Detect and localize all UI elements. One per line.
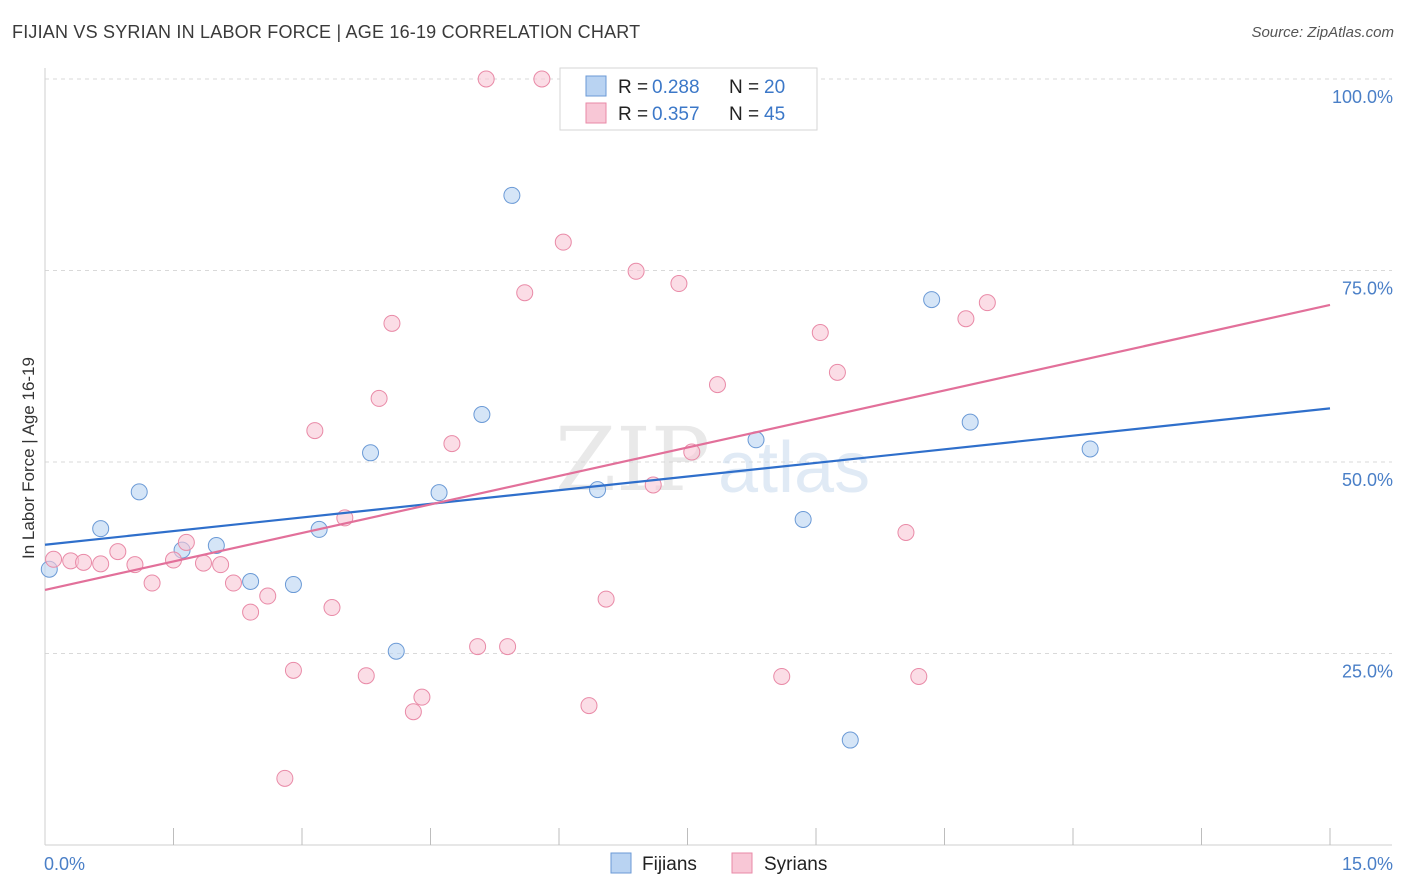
legend-n-value-syrians: 45 <box>764 104 785 125</box>
syrian-point <box>910 667 928 685</box>
syrian-point <box>499 638 517 656</box>
syrian-point <box>75 553 93 571</box>
x-tick-label-max: 15.0% <box>1342 854 1393 874</box>
fijian-point <box>473 406 491 424</box>
syrian-point <box>370 389 388 407</box>
syrian-point <box>670 275 688 293</box>
syrian-point <box>469 638 487 656</box>
fijians-points <box>40 186 1099 749</box>
legend-n-value-fijians: 20 <box>764 77 785 98</box>
syrian-point <box>708 376 726 394</box>
grid-layer <box>45 78 1392 654</box>
syrian-point <box>533 70 551 88</box>
series-legend-syrians: Syrians <box>764 854 827 875</box>
y-tick-label: 100.0% <box>1332 87 1393 107</box>
syrian-point <box>45 550 63 568</box>
y-tick-label: 50.0% <box>1342 470 1393 490</box>
fijian-point <box>284 576 302 594</box>
legend-swatch-fijians <box>585 75 607 97</box>
syrian-point <box>516 284 534 302</box>
series-legend-fijians: Fijians <box>642 854 697 875</box>
legend-swatch-syrians <box>585 102 607 124</box>
legend-r-label-syrians: R = <box>618 104 648 125</box>
fijians-trend-line <box>44 407 1331 546</box>
fijian-point <box>961 413 979 431</box>
chart-title: FIJIAN VS SYRIAN IN LABOR FORCE | AGE 16… <box>12 22 641 42</box>
fijian-point <box>1081 440 1099 458</box>
syrian-point <box>323 599 341 617</box>
axes-layer <box>44 68 1392 846</box>
syrian-point <box>627 262 645 280</box>
syrian-point <box>477 70 495 88</box>
y-tick-label: 75.0% <box>1342 279 1393 299</box>
fijian-point <box>207 536 225 554</box>
syrian-point <box>580 697 598 715</box>
syrians-trend-line <box>44 303 1331 591</box>
legend-r-value-fijians: 0.288 <box>652 77 700 98</box>
syrian-point <box>357 667 375 685</box>
series-legend-swatch-syrians <box>731 852 753 874</box>
syrian-point <box>242 603 260 621</box>
fijian-point <box>794 510 812 528</box>
series-legend: Fijians Syrians <box>610 852 827 875</box>
syrian-point <box>212 556 230 574</box>
syrian-point <box>957 310 975 328</box>
syrian-point <box>109 543 127 561</box>
syrian-point <box>443 435 461 453</box>
syrian-point <box>811 324 829 342</box>
fijian-point <box>387 642 405 660</box>
watermark-atlas: atlas <box>718 428 870 508</box>
legend-n-label-syrians: N = <box>729 104 759 125</box>
syrian-point <box>276 769 294 787</box>
syrian-point <box>404 703 422 721</box>
fijian-point <box>130 483 148 501</box>
fijian-point <box>92 520 110 538</box>
legend-r-label-fijians: R = <box>618 77 648 98</box>
syrian-point <box>306 422 324 440</box>
fijian-point <box>841 731 859 749</box>
syrian-point <box>554 233 572 251</box>
source-credit: Source: ZipAtlas.com <box>1251 24 1394 41</box>
syrian-point <box>828 363 846 381</box>
legend-n-label-fijians: N = <box>729 77 759 98</box>
syrian-point <box>194 554 212 572</box>
correlation-legend: R = 0.288 N = 20 R = 0.357 N = 45 <box>559 67 818 131</box>
syrian-point <box>259 587 277 605</box>
syrian-point <box>143 574 161 592</box>
fijian-point <box>430 484 448 502</box>
syrian-point <box>92 555 110 573</box>
fijian-point <box>503 186 521 204</box>
fijian-point <box>923 291 941 309</box>
syrian-point <box>383 314 401 332</box>
trend-lines <box>44 303 1331 591</box>
y-axis-label: In Labor Force | Age 16-19 <box>19 357 38 559</box>
syrian-point <box>284 661 302 679</box>
series-legend-swatch-fijians <box>610 852 632 874</box>
syrian-point <box>978 294 996 312</box>
syrian-point <box>773 667 791 685</box>
legend-r-value-syrians: 0.357 <box>652 104 700 125</box>
syrian-point <box>413 688 431 706</box>
syrian-point <box>224 574 242 592</box>
fijian-point <box>589 481 607 499</box>
syrian-point <box>177 533 195 551</box>
tick-labels: 25.0% 50.0% 75.0% 100.0% 0.0% 15.0% <box>44 87 1393 874</box>
syrian-point <box>897 523 915 541</box>
x-tick-label-min: 0.0% <box>44 854 85 874</box>
syrian-point <box>597 590 615 608</box>
fijian-point <box>362 444 380 462</box>
fijian-point <box>242 572 260 590</box>
y-tick-label: 25.0% <box>1342 662 1393 682</box>
